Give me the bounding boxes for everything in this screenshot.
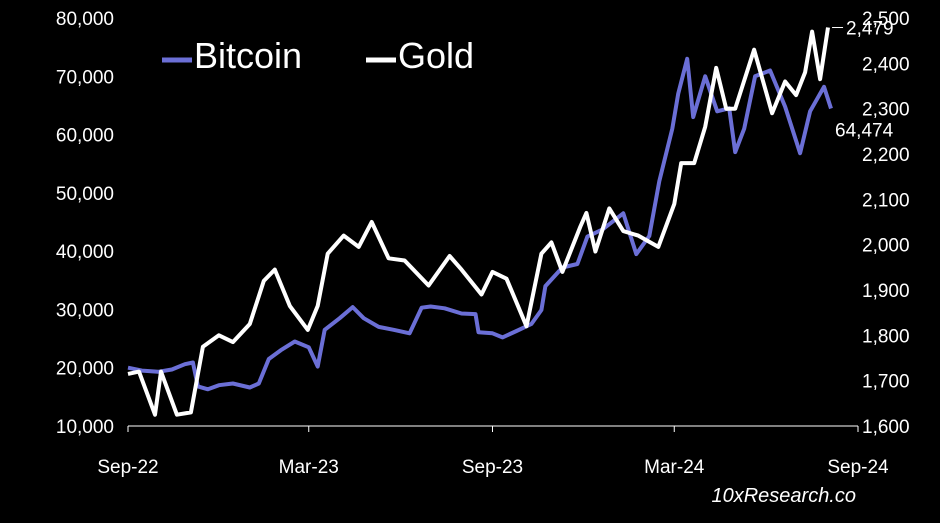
y-right-tick-label: 2,400 — [862, 54, 910, 75]
end-label-bitcoin: 64,474 — [835, 120, 894, 141]
y-right-tick-label: 2,300 — [862, 100, 910, 121]
legend-label-gold: Gold — [398, 35, 474, 76]
y-right-tick-label: 2,200 — [862, 145, 910, 166]
y-left-tick-label: 60,000 — [56, 126, 114, 147]
y-axis-right: 1,600 1,700 1,800 1,900 2,000 2,100 2,200 2,300… — [862, 9, 910, 438]
y-right-tick-label: 1,700 — [862, 372, 910, 393]
y-left-tick-label: 70,000 — [56, 67, 114, 88]
series-layer — [127, 27, 833, 417]
legend-label-bitcoin: Bitcoin — [194, 35, 302, 76]
y-axis-left: 10,000 20,000 30,000 40,000 50,000 60,000 70,0… — [56, 9, 114, 438]
x-axis: Sep-22 Mar-23 Sep-23 Mar-24 Sep-24 — [97, 425, 889, 478]
y-left-tick-label: 20,000 — [56, 359, 114, 380]
y-right-tick-label: 1,800 — [862, 326, 910, 347]
end-labels: 64,474 2,479 — [832, 19, 894, 141]
x-tick-label: Sep-23 — [462, 457, 523, 478]
y-left-tick-label: 40,000 — [56, 242, 114, 263]
y-left-tick-label: 50,000 — [56, 184, 114, 205]
y-right-tick-label: 1,900 — [862, 281, 910, 302]
x-tick-label: Mar-23 — [279, 457, 339, 478]
y-right-tick-label: 2,100 — [862, 190, 910, 211]
x-tick-label: Sep-22 — [97, 457, 158, 478]
y-right-tick-label: 2,000 — [862, 236, 910, 257]
y-right-tick-label: 1,600 — [862, 417, 910, 438]
source-credit: 10xResearch.co — [711, 485, 856, 507]
y-left-tick-label: 10,000 — [56, 417, 114, 438]
x-tick-label: Mar-24 — [644, 457, 705, 478]
y-left-tick-label: 80,000 — [56, 9, 114, 30]
y-right-tick-label: 2,500 — [862, 9, 910, 30]
y-left-tick-label: 30,000 — [56, 300, 114, 321]
series-line-gold — [127, 27, 830, 417]
x-tick-label: Sep-24 — [827, 457, 889, 478]
end-label-gold: 2,479 — [846, 19, 894, 40]
series-line-bitcoin — [127, 56, 833, 392]
legend: Bitcoin Gold — [162, 35, 474, 76]
